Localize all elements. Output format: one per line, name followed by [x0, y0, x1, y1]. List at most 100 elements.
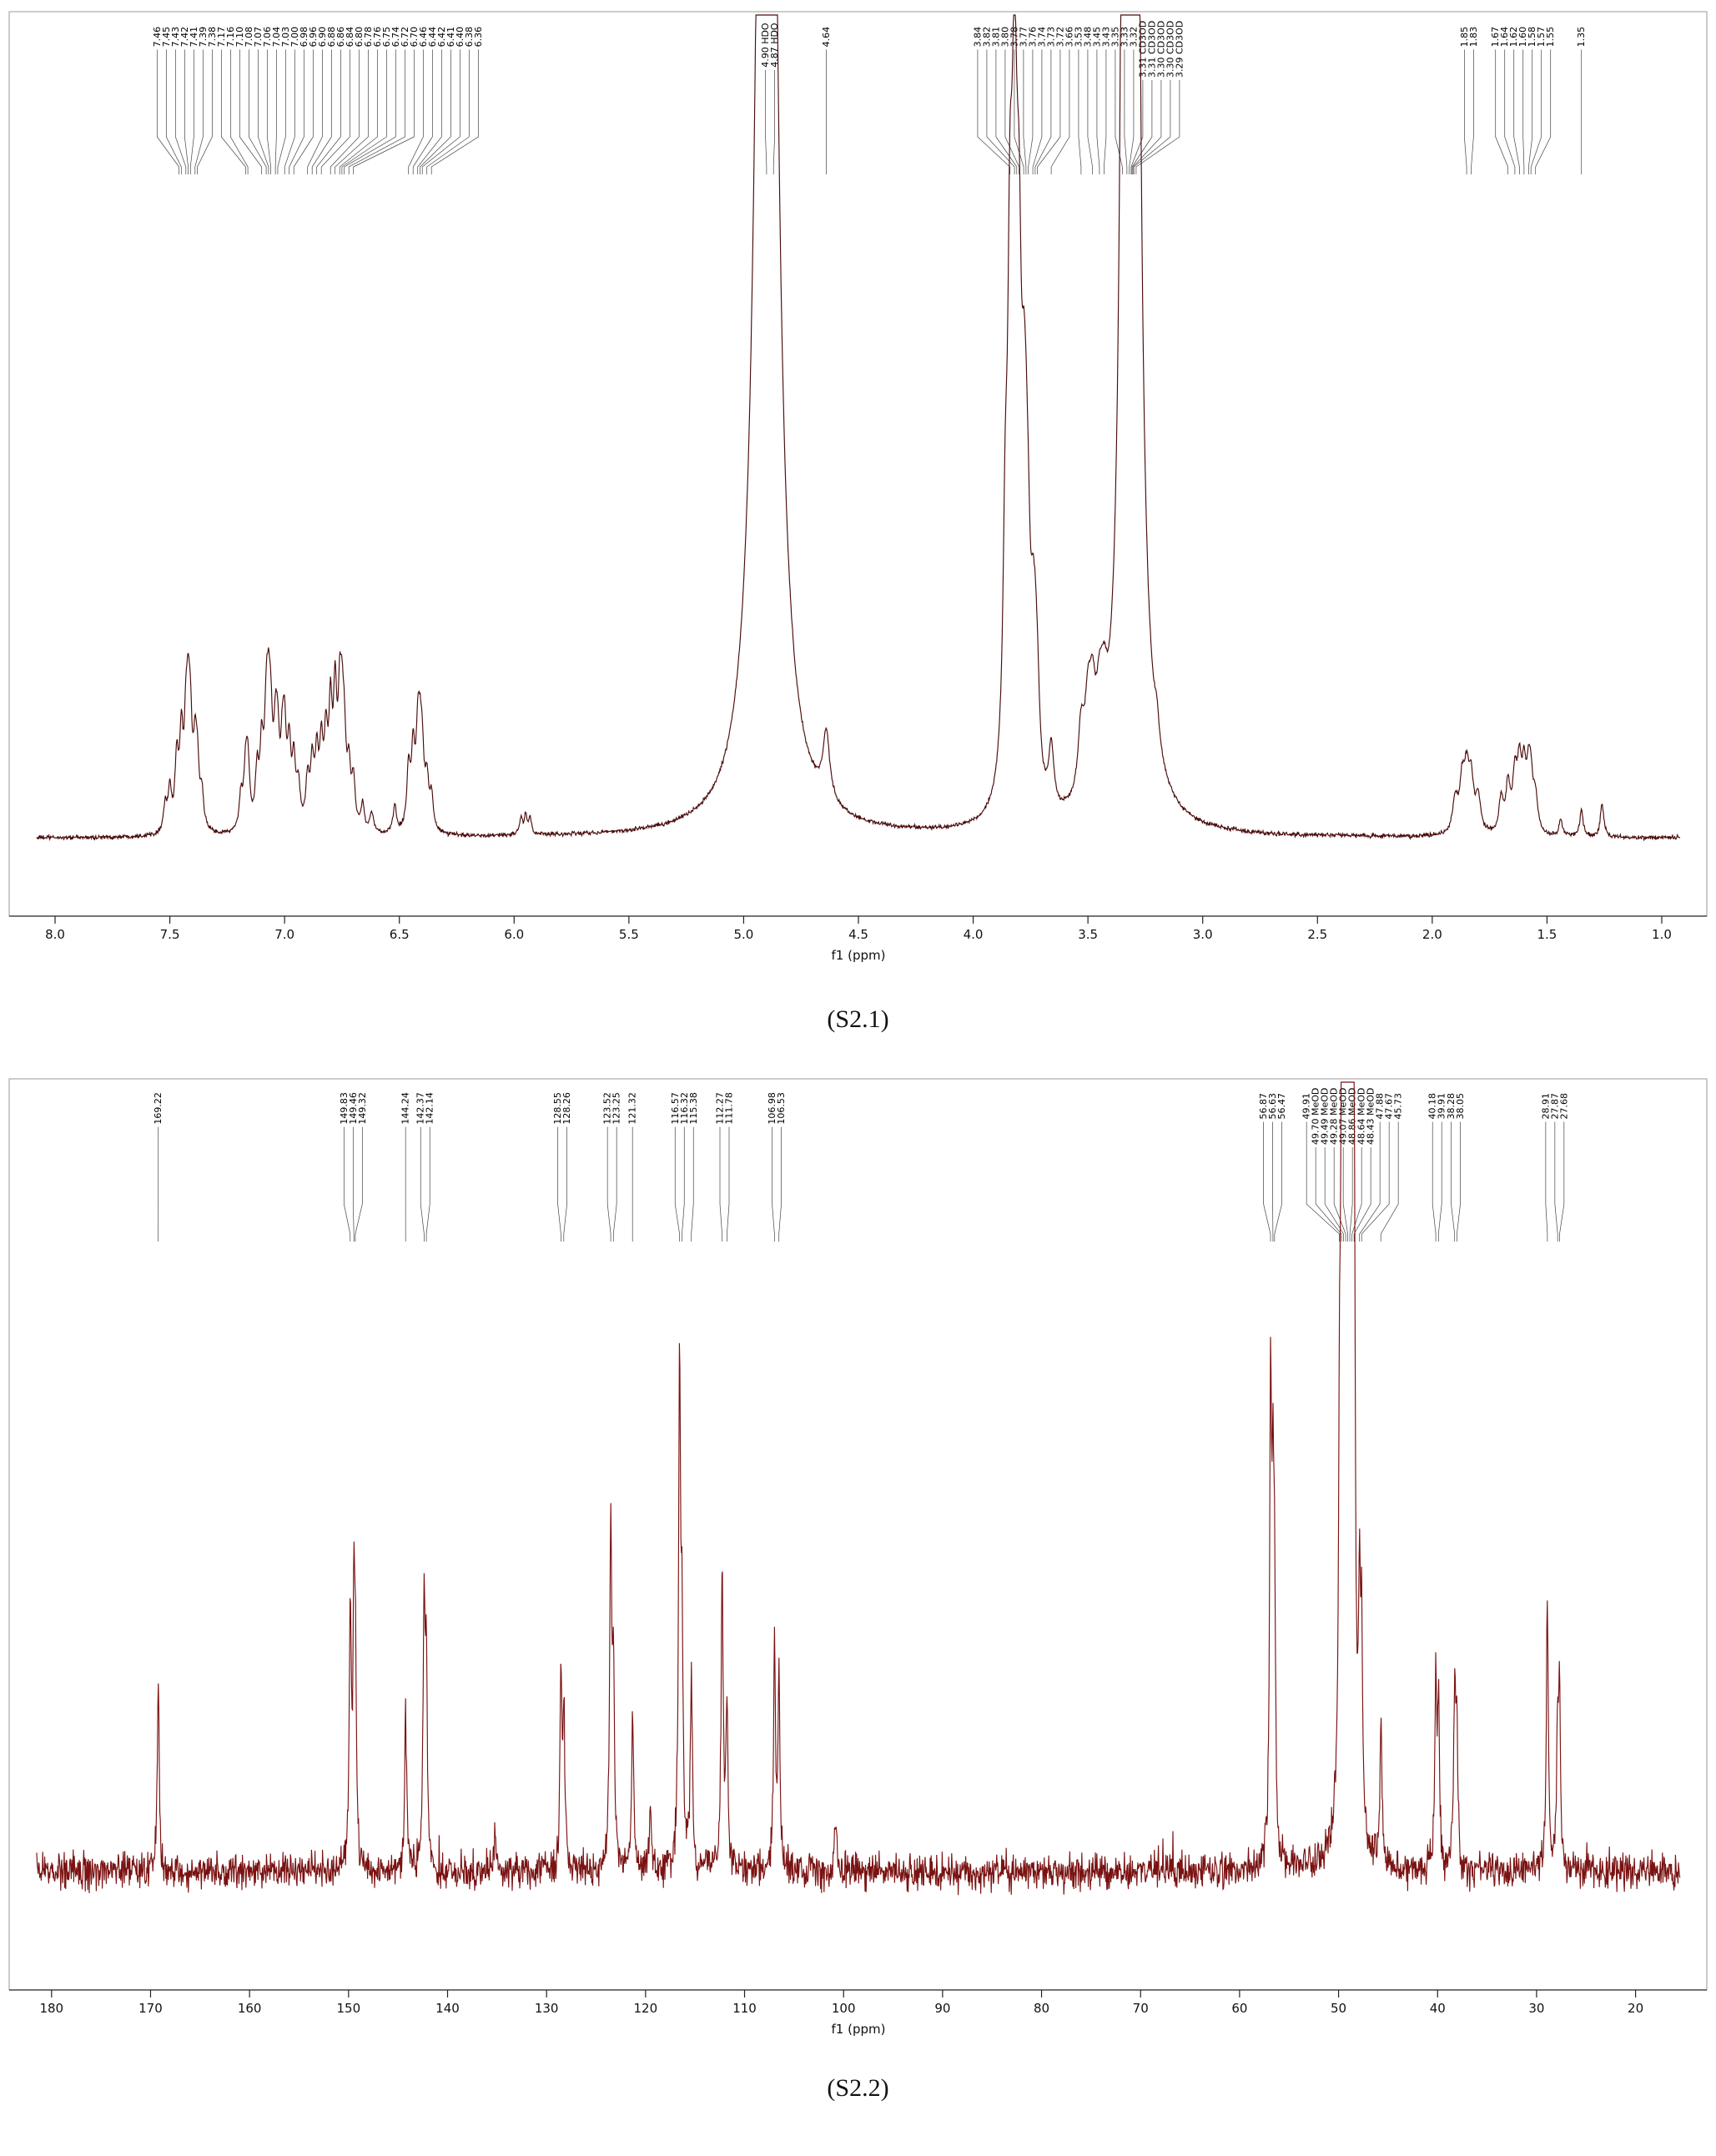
peak-label-leader: [1104, 49, 1107, 174]
peak-label-leader: [1037, 49, 1061, 174]
x-axis-tick-label: 40: [1430, 2001, 1446, 2016]
peak-label-leader: [1130, 80, 1144, 174]
peak-label: 7.39: [198, 27, 209, 48]
peak-label: 1.62: [1508, 27, 1519, 48]
peak-label: 49.70 MeOD: [1311, 1088, 1321, 1145]
x-axis-tick-label: 6.0: [504, 927, 524, 942]
peak-label-leader: [1124, 49, 1128, 174]
peak-label: 1.85: [1459, 27, 1470, 48]
peak-label: 3.31 CD3OD: [1146, 21, 1157, 78]
peak-label-leader: [1135, 80, 1180, 174]
peak-label: 7.00: [289, 27, 300, 48]
x-axis-title: f1 (ppm): [832, 2022, 886, 2037]
peak-label: 3.43: [1100, 27, 1111, 48]
peak-label: 1.64: [1499, 27, 1510, 48]
peak-label: 45.73: [1393, 1093, 1404, 1120]
x-axis-tick-label: 60: [1231, 2001, 1247, 2016]
peak-label: 38.28: [1446, 1093, 1457, 1120]
peak-label-leader: [719, 1126, 722, 1242]
peak-label: 142.37: [415, 1092, 426, 1125]
peak-label: 3.30 CD3OD: [1165, 21, 1175, 78]
peak-label: 106.98: [767, 1092, 777, 1125]
peak-label: 7.46: [152, 27, 163, 48]
peak-label: 7.42: [179, 27, 190, 48]
peak-label: 6.38: [464, 27, 475, 48]
peak-label: 7.08: [244, 27, 254, 48]
peak-label-leader: [355, 1126, 363, 1242]
figure-s21-caption: (S2.1): [827, 1005, 889, 1033]
peak-label-leader: [1087, 49, 1093, 174]
peak-label-leader: [1315, 1147, 1342, 1242]
peak-label: 49.49 MeOD: [1320, 1088, 1331, 1145]
peak-label: 4.64: [821, 27, 832, 48]
h1-nmr-spectrum-chart: 7.467.457.437.427.417.397.387.177.167.10…: [8, 10, 1708, 982]
peak-label: 128.26: [561, 1092, 572, 1125]
peak-label: 116.57: [670, 1092, 681, 1125]
peak-label-leader: [335, 49, 369, 174]
peak-label-leader: [266, 49, 271, 174]
peak-label-leader: [1359, 1121, 1381, 1242]
peak-label: 3.77: [1018, 27, 1029, 48]
peak-label: 6.84: [345, 27, 355, 48]
peak-label: 6.78: [363, 27, 374, 48]
peak-label-leader: [289, 49, 304, 174]
peak-label-leader: [1554, 1121, 1558, 1242]
x-axis-tick-label: 170: [138, 2001, 163, 2016]
x-axis-tick-label: 2.0: [1422, 927, 1442, 942]
peak-label: 3.66: [1064, 27, 1074, 48]
x-axis-title: f1 (ppm): [832, 948, 886, 963]
peak-label: 7.07: [253, 27, 264, 48]
peak-label: 6.80: [354, 27, 365, 48]
peak-label: 6.41: [445, 27, 456, 48]
figure-s22-caption: (S2.2): [827, 2074, 889, 2102]
peak-label: 115.38: [688, 1092, 699, 1125]
peak-label-leader: [408, 49, 424, 174]
peak-label: 3.82: [981, 27, 992, 48]
peak-label-leader: [563, 1126, 567, 1242]
peak-label-leader: [1050, 49, 1070, 174]
x-axis-tick-label: 130: [535, 2001, 559, 2016]
peak-label: 56.87: [1258, 1093, 1269, 1120]
peak-label: 1.60: [1517, 27, 1528, 48]
peak-label-leader: [316, 49, 341, 174]
spectrum-trace: [36, 1081, 1681, 1896]
peak-label-leader: [320, 49, 350, 174]
peak-label: 3.48: [1082, 27, 1093, 48]
peak-label: 112.27: [714, 1092, 725, 1125]
peak-label-leader: [307, 49, 323, 174]
peak-label-leader: [197, 49, 213, 174]
peak-label-leader: [353, 49, 415, 174]
peak-label: 144.24: [400, 1092, 411, 1125]
peak-label-leader: [417, 49, 442, 174]
figure-s22-block: 169.22 149.83 149.46 149.32 144.24 142.37 142.…: [8, 1077, 1708, 2103]
peak-label-leader: [674, 1126, 680, 1242]
peak-label-leader: [1464, 49, 1467, 174]
peak-label: 7.38: [207, 27, 218, 48]
peak-label-leader: [1129, 49, 1135, 174]
peak-label-leader: [772, 1126, 775, 1242]
peak-label-leader: [220, 49, 246, 174]
peak-label: 123.25: [611, 1092, 622, 1125]
peak-label: 3.35: [1110, 27, 1120, 48]
peak-label-leader: [1115, 49, 1123, 174]
peak-label-leader: [343, 1126, 351, 1242]
peak-label-leader: [1263, 1121, 1271, 1242]
peak-label: 7.06: [262, 27, 273, 48]
peak-label: 7.04: [271, 27, 282, 48]
peak-label: 6.46: [418, 27, 429, 48]
peak-label-leader: [691, 1126, 694, 1242]
peak-label-leader: [772, 69, 775, 174]
peak-label: 7.43: [170, 27, 181, 48]
peak-label-leader: [156, 49, 179, 174]
peak-label-leader: [339, 49, 378, 174]
peak-label-leader: [1096, 49, 1100, 174]
peak-label: 3.72: [1054, 27, 1065, 48]
peak-label-leader: [277, 49, 286, 174]
x-axis-tick-label: 100: [832, 2001, 856, 2016]
peak-label: 6.86: [335, 27, 346, 48]
peak-label-leader: [682, 1126, 685, 1242]
peak-label-leader: [284, 49, 295, 174]
peak-label-leader: [1132, 80, 1162, 174]
x-axis: 8.0 7.5 7.0 6.5 6.0 5.5 5.0 4.5 4.0 3.5 3.0 2.5 2.0 1…: [9, 915, 1707, 963]
